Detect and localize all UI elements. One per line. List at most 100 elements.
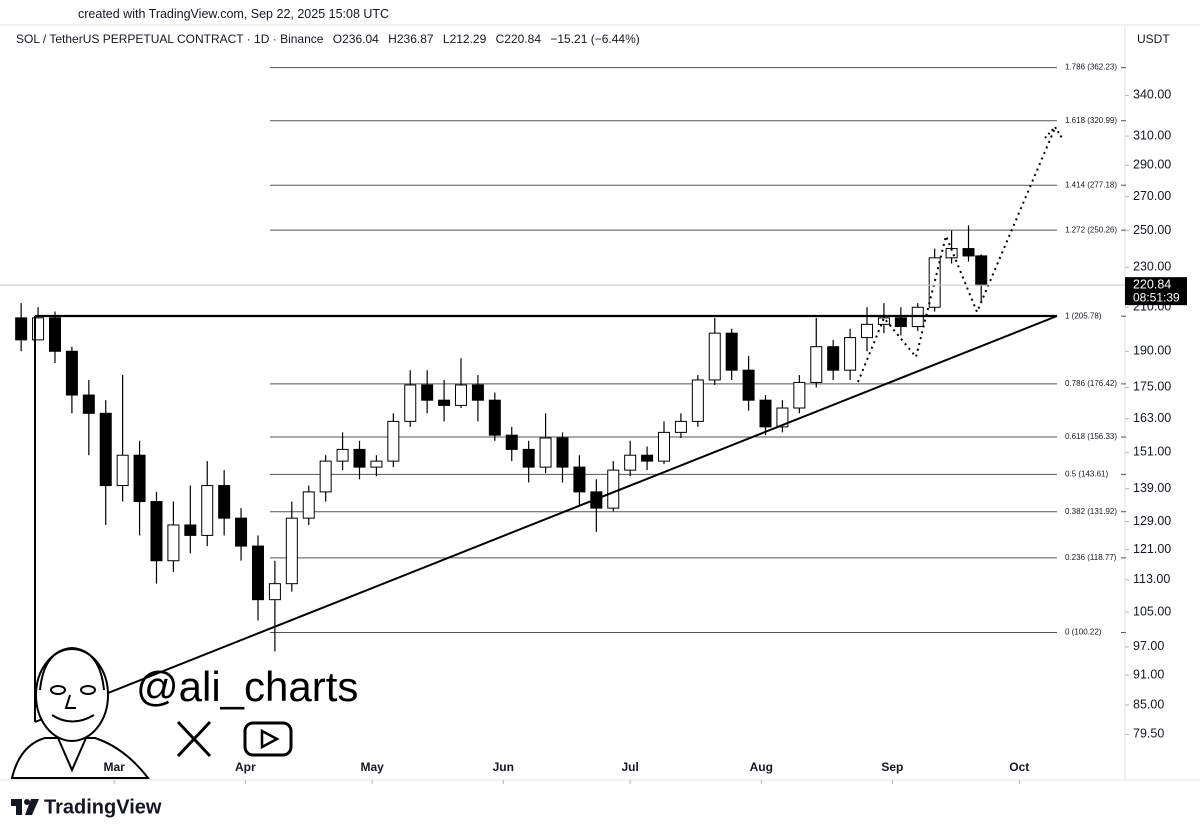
y-tick-label: 250.00 xyxy=(1133,223,1171,237)
x-tick-label: May xyxy=(361,760,385,774)
candle-body xyxy=(48,317,61,352)
fib-label: 1 (205.78) xyxy=(1065,311,1102,320)
candle-body xyxy=(488,399,501,436)
ohlc-value: 212.29 xyxy=(449,32,487,46)
x-tick-label: Apr xyxy=(235,760,256,774)
y-tick-label: 105.00 xyxy=(1133,604,1171,618)
change: −15.21 (−6.44%) xyxy=(550,32,640,46)
candle-body xyxy=(454,384,467,406)
candle-body xyxy=(658,431,671,462)
fib-label: 0.786 (176.42) xyxy=(1065,379,1117,388)
candle-body xyxy=(336,448,349,462)
candle-body xyxy=(674,420,687,433)
x-tick-label: Oct xyxy=(1009,760,1029,774)
candle-body xyxy=(438,399,451,406)
candle-body xyxy=(810,346,823,383)
candle-body xyxy=(624,454,637,471)
candle-body xyxy=(268,583,281,601)
y-tick-label: 85.00 xyxy=(1133,697,1164,711)
candle-body xyxy=(861,323,874,339)
candle-body xyxy=(691,379,704,422)
candle-body xyxy=(167,524,180,562)
candle-body xyxy=(793,381,806,409)
currency[interactable]: USDT xyxy=(1137,32,1170,46)
fib-label: 1.786 (362.23) xyxy=(1065,63,1117,72)
candle-body xyxy=(928,257,941,308)
candle-body xyxy=(573,466,586,493)
x-icon xyxy=(176,720,212,758)
candle-body xyxy=(962,248,975,257)
ohlc-value: 236.87 xyxy=(396,32,434,46)
ohlc-close: C220.84 xyxy=(496,32,541,46)
avatar xyxy=(10,646,151,779)
candle-body xyxy=(975,255,988,286)
candle-body xyxy=(285,517,298,585)
candle-body xyxy=(319,460,332,493)
ohlc-value: 220.84 xyxy=(504,32,541,46)
candle-body xyxy=(725,332,738,371)
candle-body xyxy=(471,384,484,401)
candle-body xyxy=(556,437,569,468)
candle-body xyxy=(302,491,315,519)
projection-path xyxy=(857,127,1056,383)
fib-label: 0.5 (143.61) xyxy=(1065,469,1108,478)
y-tick-label: 121.00 xyxy=(1133,542,1171,556)
candle-body xyxy=(251,545,264,601)
candle-body xyxy=(201,485,214,536)
y-tick-label: 190.00 xyxy=(1133,344,1171,358)
candle-body xyxy=(776,407,789,428)
candle-body xyxy=(421,384,434,401)
ohlc-value: 236.04 xyxy=(342,32,379,46)
created-note: created with TradingView.com, Sep 22, 20… xyxy=(78,7,390,21)
y-tick-label: 139.00 xyxy=(1133,481,1171,495)
fib-levels: 1.786 (362.23) 1.618 (320.99) 1.414 (277.1… xyxy=(270,63,1126,637)
y-tick-label: 270.00 xyxy=(1133,189,1171,203)
x-tick-label: Jul xyxy=(621,760,638,774)
y-tick-label: 340.00 xyxy=(1133,88,1171,102)
candle-body xyxy=(32,317,45,341)
youtube-icon xyxy=(243,721,293,757)
candle-body xyxy=(641,454,654,462)
brand-logo xyxy=(11,799,39,815)
y-tick-label: 97.00 xyxy=(1133,639,1164,653)
brand-name: TradingView xyxy=(44,796,162,818)
fib-label: 0.618 (156.33) xyxy=(1065,432,1117,441)
candle-body xyxy=(404,384,417,422)
countdown: 08:51:39 xyxy=(1133,290,1180,304)
candle-body xyxy=(827,346,840,371)
fib-label: 1.618 (320.99) xyxy=(1065,116,1117,125)
y-tick-label: 163.00 xyxy=(1133,411,1171,425)
y-tick-label: 79.50 xyxy=(1133,727,1164,741)
candle-body xyxy=(539,437,552,468)
y-tick-label: 230.00 xyxy=(1133,260,1171,274)
fib-label: 0.382 (131.92) xyxy=(1065,507,1117,516)
ohlc-label: L xyxy=(442,32,450,46)
symbol-header: SOL / TetherUS PERPETUAL CONTRACT · 1D ·… xyxy=(16,32,646,46)
candle-body xyxy=(708,332,721,381)
fib-label: 0 (100.22) xyxy=(1065,628,1102,637)
last-price-label: 220.84 xyxy=(1133,277,1171,291)
candle-body xyxy=(65,350,78,396)
candles xyxy=(15,225,988,652)
x-tick-label: Jun xyxy=(493,760,514,774)
candle-body xyxy=(184,524,197,536)
candle-body xyxy=(522,448,535,468)
candle-body xyxy=(607,469,620,509)
y-tick-label: 290.00 xyxy=(1133,158,1171,172)
ohlc-label: O xyxy=(332,32,343,46)
last-price-box xyxy=(1125,277,1187,306)
candle-body xyxy=(15,317,28,341)
candle-body xyxy=(133,454,146,503)
candle-body xyxy=(82,394,95,414)
candle-body xyxy=(370,460,383,468)
projection-arrow xyxy=(1044,125,1063,139)
fib-label: 0.236 (118.77) xyxy=(1065,553,1117,562)
candle-body xyxy=(505,434,518,450)
ohlc-high: H236.87 xyxy=(388,32,433,46)
candle-body xyxy=(235,517,248,547)
candle-body xyxy=(894,317,907,328)
candle-body xyxy=(99,412,112,487)
ohlc-low: L212.29 xyxy=(443,32,486,46)
watermark: @ali_charts xyxy=(136,663,358,710)
